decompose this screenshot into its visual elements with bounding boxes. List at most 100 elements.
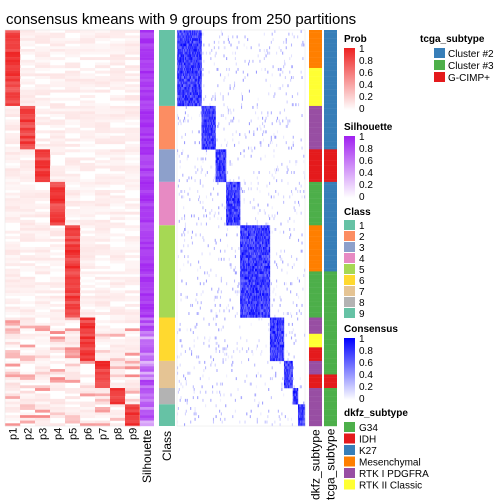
consensus-cell	[248, 122, 250, 126]
prob-cell	[5, 382, 21, 386]
silhouette-cell	[140, 65, 154, 69]
consensus-cell	[244, 255, 246, 259]
consensus-cell	[254, 298, 256, 302]
consensus-cell	[248, 236, 250, 240]
consensus-cell	[186, 295, 188, 299]
consensus-cell	[225, 358, 227, 362]
consensus-cell	[185, 30, 187, 33]
consensus-cell	[187, 48, 189, 52]
consensus-cell	[242, 314, 244, 318]
silhouette-cell	[140, 382, 154, 386]
consensus-cell	[279, 360, 281, 364]
prob-cell	[65, 162, 81, 166]
consensus-cell	[251, 268, 253, 272]
consensus-cell	[239, 325, 241, 329]
consensus-cell	[262, 257, 264, 261]
consensus-cell	[276, 341, 278, 345]
prob-cell	[35, 73, 51, 77]
prob-cell	[80, 76, 96, 80]
consensus-cell	[275, 352, 277, 356]
silhouette-cell	[140, 51, 154, 55]
prob-cell	[95, 331, 111, 334]
prob-cell	[50, 143, 66, 147]
consensus-cell	[281, 358, 283, 362]
prob-cell	[65, 396, 81, 400]
consensus-cell	[251, 279, 253, 283]
consensus-cell	[193, 40, 195, 44]
consensus-cell	[206, 171, 208, 174]
consensus-cell	[203, 130, 205, 134]
consensus-cell	[218, 328, 220, 332]
consensus-cell	[219, 157, 222, 161]
prob-cell	[20, 97, 36, 101]
prob-cell	[20, 211, 36, 215]
consensus-cell	[259, 295, 261, 299]
consensus-cell	[189, 43, 191, 47]
consensus-cell	[188, 35, 190, 39]
consensus-cell	[193, 48, 195, 52]
silhouette-cell	[140, 268, 154, 272]
silhouette-cell	[140, 46, 154, 50]
consensus-cell	[256, 236, 258, 240]
consensus-cell	[301, 114, 303, 117]
prob-cell	[35, 162, 51, 166]
consensus-cell	[196, 355, 198, 359]
consensus-cell	[194, 325, 196, 329]
silhouette-cell	[140, 70, 154, 74]
consensus-cell	[250, 271, 252, 275]
consensus-cell	[192, 30, 194, 33]
prob-cell	[65, 276, 81, 280]
consensus-cell	[198, 95, 200, 99]
consensus-cell	[232, 209, 234, 212]
consensus-cell	[231, 203, 233, 207]
consensus-cell	[202, 200, 204, 204]
consensus-cell	[224, 76, 226, 80]
prob-cell	[110, 86, 126, 90]
consensus-cell	[287, 263, 289, 267]
consensus-cell	[283, 62, 286, 66]
prob-cell	[110, 222, 126, 226]
prob-cell	[110, 382, 126, 386]
consensus-cell	[185, 105, 187, 109]
consensus-cell	[271, 333, 273, 337]
prob-cell	[35, 40, 51, 44]
prob-cell	[110, 344, 126, 348]
consensus-cell	[250, 287, 252, 291]
consensus-cell	[247, 230, 249, 234]
consensus-cell	[242, 149, 244, 153]
consensus-cell	[206, 111, 208, 115]
consensus-cell	[236, 184, 238, 188]
consensus-cell	[191, 54, 193, 58]
consensus-cell	[257, 265, 259, 269]
consensus-cell	[301, 233, 303, 237]
consensus-cell	[262, 295, 264, 299]
prob-cell	[50, 181, 66, 185]
consensus-cell	[263, 225, 265, 229]
consensus-cell	[275, 336, 277, 340]
consensus-cell	[243, 279, 245, 283]
consensus-cell	[268, 260, 270, 264]
consensus-cell	[208, 274, 210, 278]
consensus-cell	[240, 303, 242, 307]
consensus-cell	[214, 211, 216, 215]
consensus-cell	[269, 271, 271, 275]
consensus-cell	[187, 59, 189, 63]
consensus-cell	[259, 265, 261, 269]
consensus-cell	[195, 48, 197, 52]
consensus-cell	[213, 105, 215, 109]
consensus-cell	[183, 89, 185, 93]
prob-cell	[5, 95, 21, 99]
consensus-cell	[280, 358, 282, 362]
consensus-cell	[237, 284, 239, 288]
consensus-cell	[231, 200, 233, 204]
consensus-cell	[261, 271, 263, 275]
consensus-cell	[252, 298, 254, 302]
consensus-cell	[196, 59, 198, 63]
consensus-cell	[258, 252, 260, 256]
consensus-cell	[285, 46, 287, 50]
consensus-cell	[187, 260, 189, 264]
consensus-cell	[177, 81, 179, 85]
consensus-cell	[218, 154, 220, 158]
prob-cell	[125, 320, 141, 324]
consensus-cell	[208, 124, 210, 128]
